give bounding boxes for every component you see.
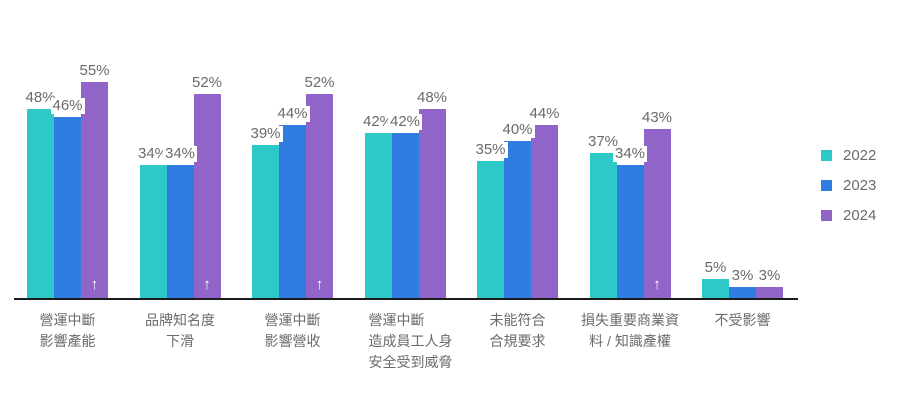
value-label-2023: 42% [387,113,423,131]
bar-2022 [364,133,392,299]
value-label-2022: 5% [702,259,729,277]
legend-item-2024: 2024 [821,200,896,230]
bar-2024: ↑ [193,94,221,299]
value-label-2024: 55% [77,62,112,80]
value-label-2022: 39% [248,125,283,143]
up-arrow-icon: ↑ [90,276,99,293]
category-label: 損失重要商業資料 / 知識產權 [581,312,679,349]
category-label: 營運中斷 影響產能 [39,312,96,349]
bar-2023 [729,287,756,299]
legend-label-2024: 2024 [843,206,877,224]
legend-label-2023: 2023 [843,176,877,194]
legend-item-2022: 2022 [821,140,896,170]
legend: 2022 2023 2024 [821,140,896,230]
value-label-2024: 43% [639,109,675,127]
bar-2024 [756,287,783,299]
up-arrow-icon: ↑ [203,276,211,293]
value-label-2022: 37% [585,133,621,151]
value-label-2023: 46% [50,97,85,115]
up-arrow-icon: ↑ [653,276,661,293]
bar-2023 [616,165,644,299]
value-label-2024: 48% [414,89,450,107]
value-label-2023: 3% [729,267,756,285]
x-axis-line [14,298,798,300]
up-arrow-icon: ↑ [315,276,324,293]
value-label-2023: 44% [275,105,310,123]
bar-2024 [531,125,558,299]
value-label-2024: 52% [302,74,337,92]
value-label-2023: 34% [162,145,198,163]
value-label-2022: 48% [23,89,58,107]
value-label-2024: 44% [527,105,562,123]
bar-2022 [27,109,54,299]
legend-swatch-2022 [821,149,832,161]
value-label-2022: 42% [360,113,396,131]
bar-2023 [391,133,419,299]
value-label-2023: 34% [612,145,648,163]
bar-2022 [252,145,279,299]
category-label: 品牌知名度 下滑 [145,312,215,349]
plot-area: 48% 46% ↑ 55% 34% 34% ↑ 52% 39% 44% ↑ 52% 42% 42% 48% 3… [23,62,783,299]
bar-2024: ↑ [643,129,671,299]
bar-2024: ↑ [306,94,333,299]
legend-item-2023: 2023 [821,170,896,200]
bar-2023 [166,165,194,299]
value-label-2024: 52% [189,74,225,92]
legend-label-2022: 2022 [843,146,877,164]
bar-2023 [504,141,531,299]
bar-2023 [54,117,81,299]
category-label: 不受影響 [714,312,771,328]
category-labels: 營運中斷 影響產能 品牌知名度 下滑 營運中斷 影響營收 營運中斷 造成員工人身 安全受到威脅未… [0,310,900,400]
bar-2022 [477,161,504,299]
bar-2024: ↑ [81,82,108,299]
category-label: 營運中斷 影響營收 [264,312,321,349]
category-label: 未能符合 合規要求 [489,312,546,349]
bar-2023 [279,125,306,299]
legend-swatch-2024 [821,209,832,221]
value-label-2023: 40% [500,121,535,139]
bar-2022 [139,165,167,299]
value-label-2024: 3% [756,267,783,285]
bar-2022 [589,153,617,299]
category-label: 營運中斷 造成員工人身 安全受到威脅 [368,312,453,370]
bar-2022 [702,279,729,299]
legend-swatch-2023 [821,179,832,191]
value-label-2022: 34% [135,145,171,163]
bar-2024 [418,109,446,299]
value-label-2022: 35% [473,141,508,159]
